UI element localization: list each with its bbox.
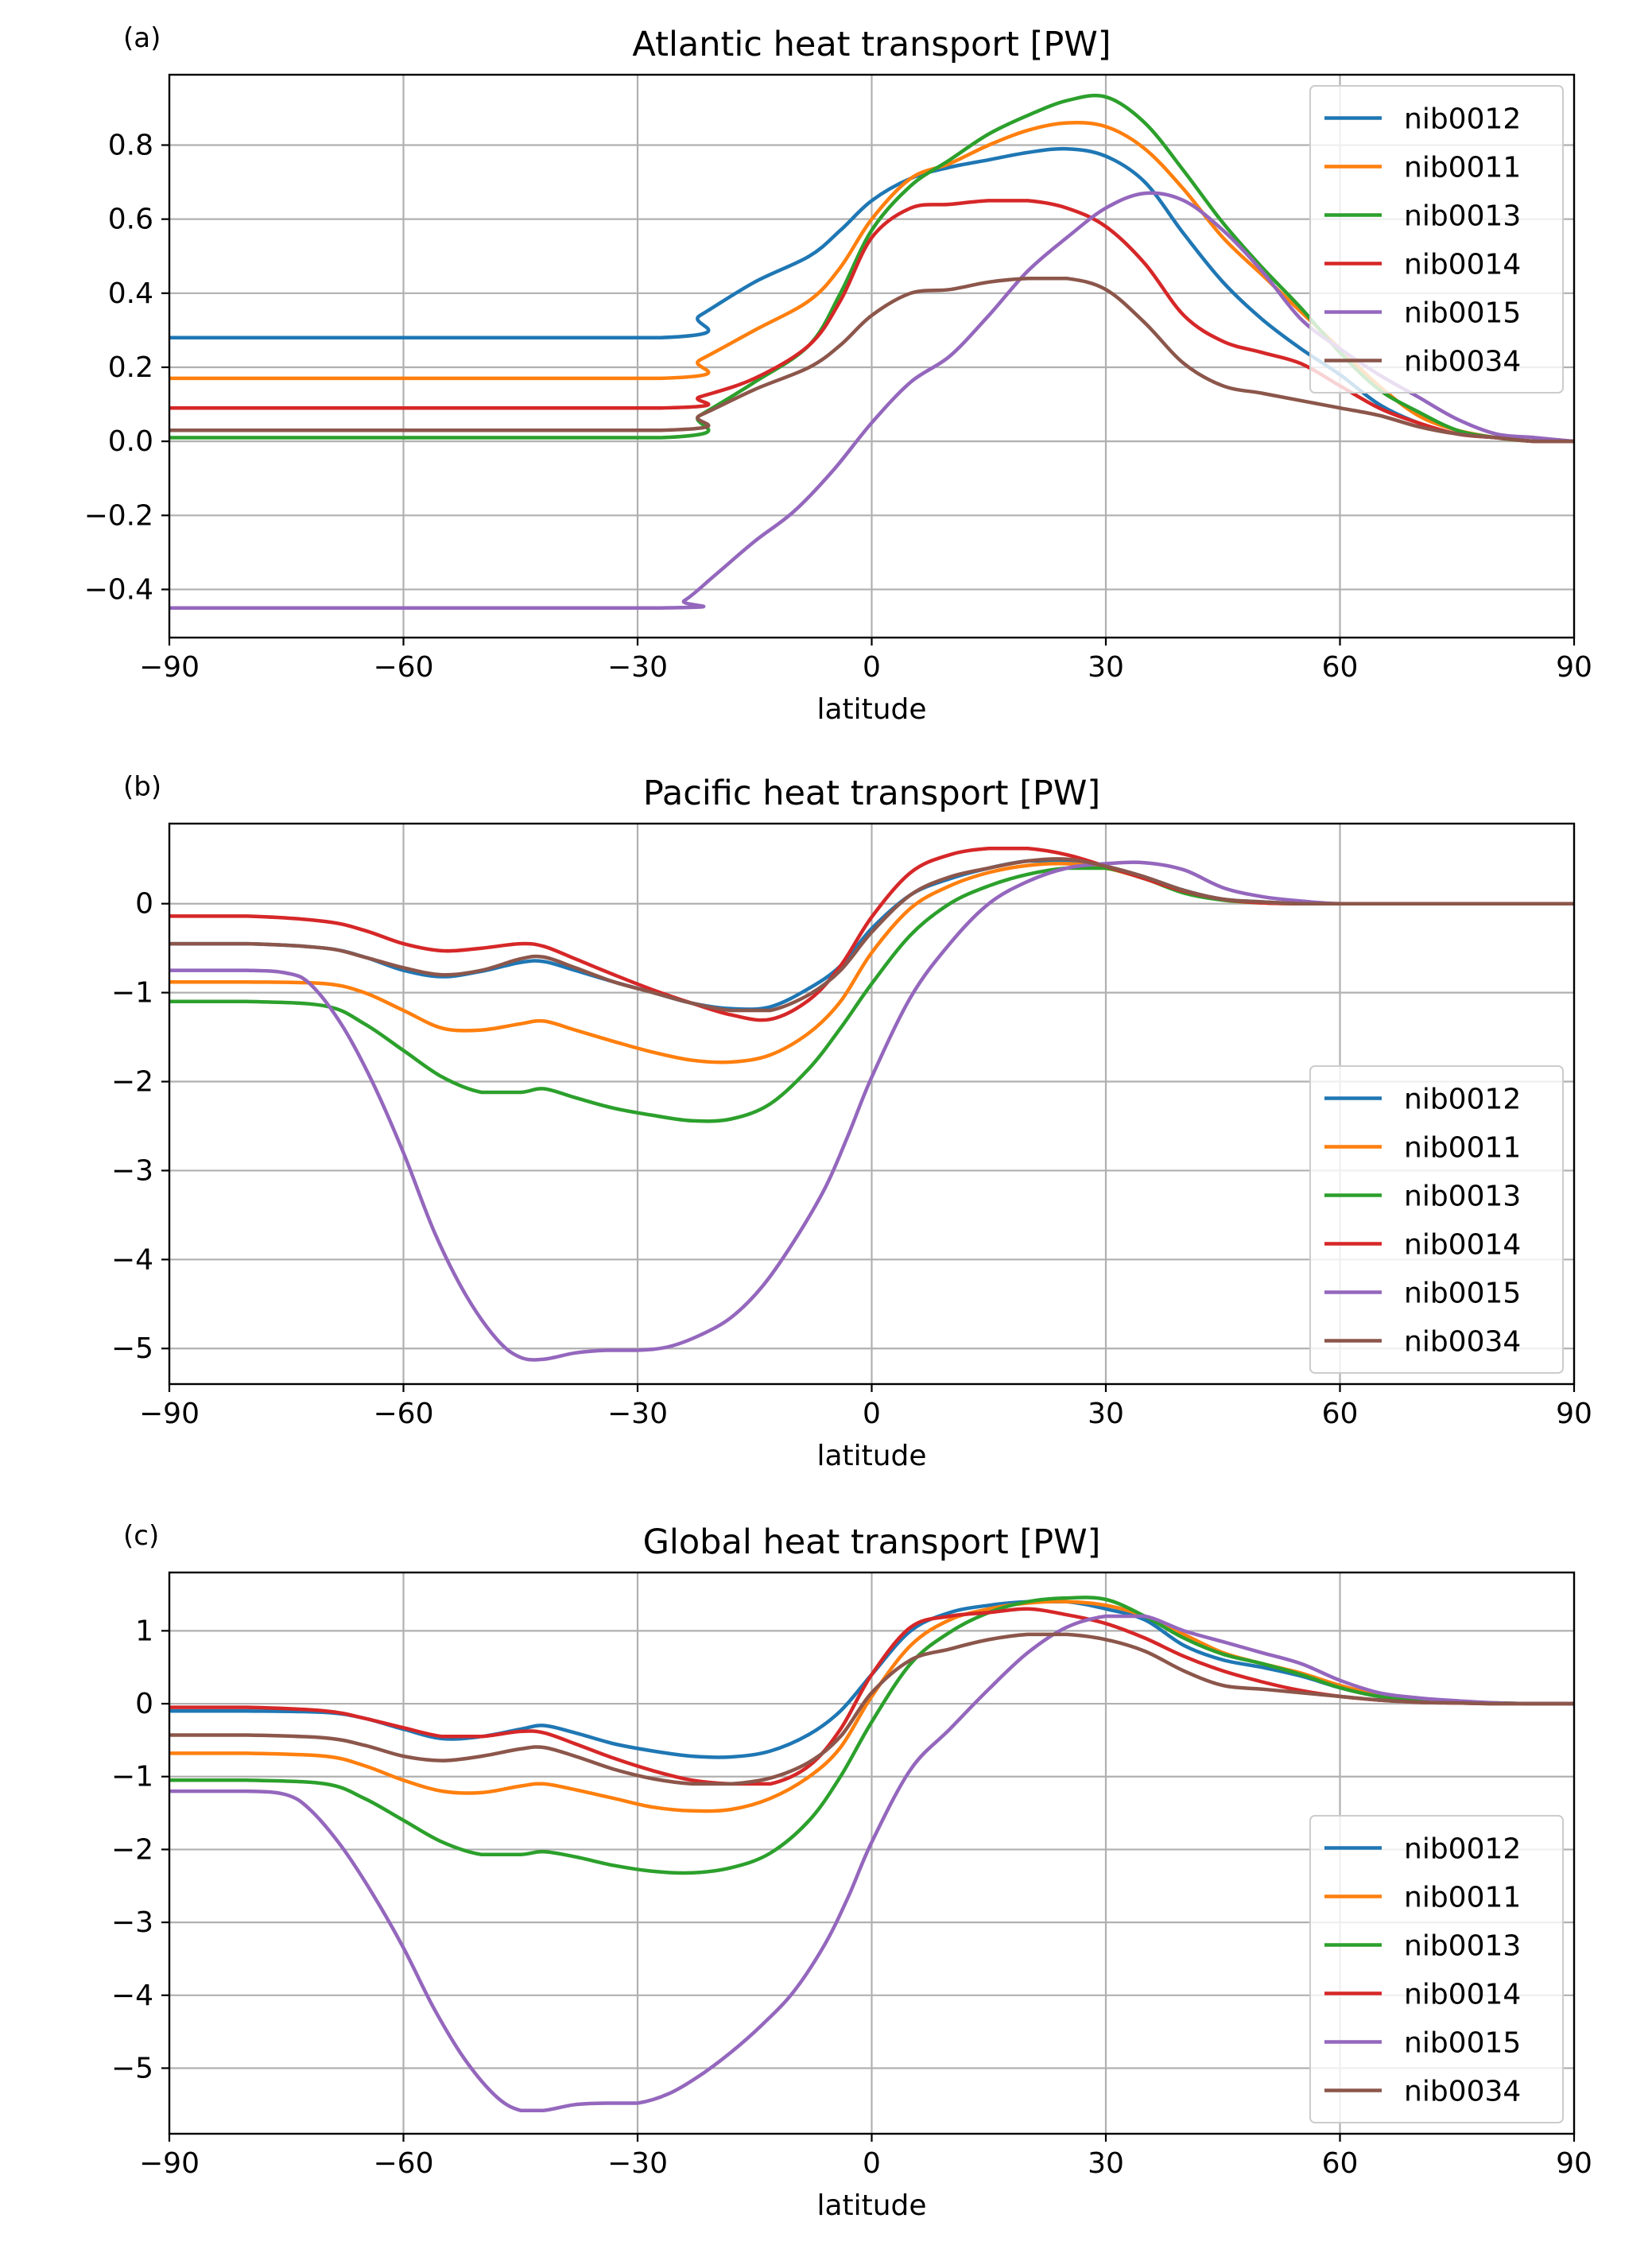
x-tick-label: 0 xyxy=(863,651,881,684)
series-line-nib0034 xyxy=(169,857,1574,1013)
legend-label: nib0034 xyxy=(1404,346,1521,378)
x-tick-label: 60 xyxy=(1322,1398,1359,1430)
legend-box xyxy=(1309,1815,1564,2123)
y-tick-label: −2 xyxy=(111,1833,153,1866)
legend-label: nib0015 xyxy=(1404,1278,1521,1310)
legend-label: nib0012 xyxy=(1404,1084,1521,1116)
y-tick-label: 0.6 xyxy=(108,204,153,236)
series-line-nib0013 xyxy=(169,1596,1574,1875)
y-tick-label: −4 xyxy=(111,1980,153,2012)
chart-title: Global heat transport [PW] xyxy=(643,1522,1101,1562)
legend-label: nib0012 xyxy=(1404,1833,1521,1866)
y-tick-label: −4 xyxy=(111,1243,153,1276)
x-tick-label: 30 xyxy=(1088,1398,1124,1430)
legend: nib0012 nib0011 nib0013 nib0014 nib0015 nib00… xyxy=(1309,85,1564,394)
legend-label: nib0034 xyxy=(1404,1326,1521,1359)
panel-1: −90 −60 −30 0 30 60 90 −0.4 −0.2 0.0 0.2 0.4 0.6 0.8 A… xyxy=(84,22,1592,726)
y-tick-label: −3 xyxy=(111,1154,153,1187)
series-lines xyxy=(169,93,1574,610)
legend-label: nib0015 xyxy=(1404,2027,1521,2060)
x-axis-label: latitude xyxy=(816,1440,926,1472)
legend-label: nib0012 xyxy=(1404,103,1521,136)
panel-label: (a) xyxy=(123,22,161,54)
x-tick-label: 30 xyxy=(1088,651,1124,684)
x-tick-label: −60 xyxy=(374,651,434,684)
legend-label: nib0014 xyxy=(1404,1979,1521,2011)
series-lines xyxy=(169,847,1574,1362)
y-tick-label: −0.2 xyxy=(84,499,153,532)
series-lines xyxy=(169,1596,1574,2112)
legend-label: nib0034 xyxy=(1404,2076,1521,2108)
chart-title: Atlantic heat transport [PW] xyxy=(632,25,1111,64)
legend-label: nib0011 xyxy=(1404,1132,1521,1165)
series-line-nib0015 xyxy=(169,1614,1574,2112)
series-line-nib0034 xyxy=(169,1632,1574,1786)
legend-label: nib0015 xyxy=(1404,297,1521,330)
x-tick-label: 0 xyxy=(863,2147,881,2180)
y-tick-label: −1 xyxy=(111,977,153,1010)
legend-label: nib0014 xyxy=(1404,1229,1521,1262)
y-tick-label: −3 xyxy=(111,1906,153,1939)
series-line-nib0015 xyxy=(169,860,1574,1362)
legend-label: nib0014 xyxy=(1404,249,1521,281)
legend: nib0012 nib0011 nib0013 nib0014 nib0015 nib00… xyxy=(1309,1065,1564,1374)
legend-label: nib0011 xyxy=(1404,152,1521,184)
x-tick-label: 30 xyxy=(1088,2147,1124,2180)
y-tick-label: 0.2 xyxy=(108,351,153,384)
legend-label: nib0013 xyxy=(1404,1930,1521,1963)
legend: nib0012 nib0011 nib0013 nib0014 nib0015 nib00… xyxy=(1309,1815,1564,2123)
chart-title: Pacific heat transport [PW] xyxy=(643,774,1100,813)
x-axis-label: latitude xyxy=(816,2189,926,2222)
x-tick-label: 60 xyxy=(1322,651,1359,684)
x-tick-label: 60 xyxy=(1322,2147,1359,2180)
y-tick-label: −2 xyxy=(111,1066,153,1099)
panel-label: (c) xyxy=(123,1520,159,1552)
y-tick-label: −0.4 xyxy=(84,573,153,606)
panel-2: −90 −60 −30 0 30 60 90 −5 −4 −3 −2 −1 0 Pacific heat … xyxy=(111,771,1592,1472)
y-tick-label: 1 xyxy=(135,1615,153,1647)
x-tick-label: 90 xyxy=(1556,651,1592,684)
y-tick-label: 0 xyxy=(135,1688,153,1720)
y-tick-label: 0.4 xyxy=(108,277,153,310)
y-tick-label: 0 xyxy=(135,888,153,921)
x-tick-label: −90 xyxy=(139,1398,200,1430)
legend-box xyxy=(1309,1065,1564,1374)
x-tick-label: −60 xyxy=(374,2147,434,2180)
x-tick-label: −60 xyxy=(374,1398,434,1430)
x-tick-label: 90 xyxy=(1556,1398,1592,1430)
legend-label: nib0011 xyxy=(1404,1882,1521,1914)
y-tick-label: −5 xyxy=(111,1332,153,1365)
x-tick-label: −30 xyxy=(607,651,668,684)
panel-label: (b) xyxy=(123,771,161,803)
legend-label: nib0013 xyxy=(1404,1181,1521,1213)
panel-3: −90 −60 −30 0 30 60 90 −5 −4 −3 −2 −1 0 1 Global heat … xyxy=(111,1520,1592,2222)
series-line-nib0034 xyxy=(169,276,1574,444)
y-tick-label: −1 xyxy=(111,1761,153,1793)
y-tick-label: −5 xyxy=(111,2052,153,2084)
legend-box xyxy=(1309,85,1564,394)
x-tick-label: −90 xyxy=(139,2147,200,2180)
y-tick-label: 0.8 xyxy=(108,130,153,162)
x-tick-label: −90 xyxy=(139,651,200,684)
x-tick-label: 0 xyxy=(863,1398,881,1430)
x-tick-label: 90 xyxy=(1556,2147,1592,2180)
y-tick-label: 0.0 xyxy=(108,425,153,458)
x-tick-label: −30 xyxy=(607,2147,668,2180)
series-line-nib0014 xyxy=(169,199,1574,444)
x-tick-label: −30 xyxy=(607,1398,668,1430)
legend-label: nib0013 xyxy=(1404,200,1521,233)
x-axis-label: latitude xyxy=(816,693,926,726)
